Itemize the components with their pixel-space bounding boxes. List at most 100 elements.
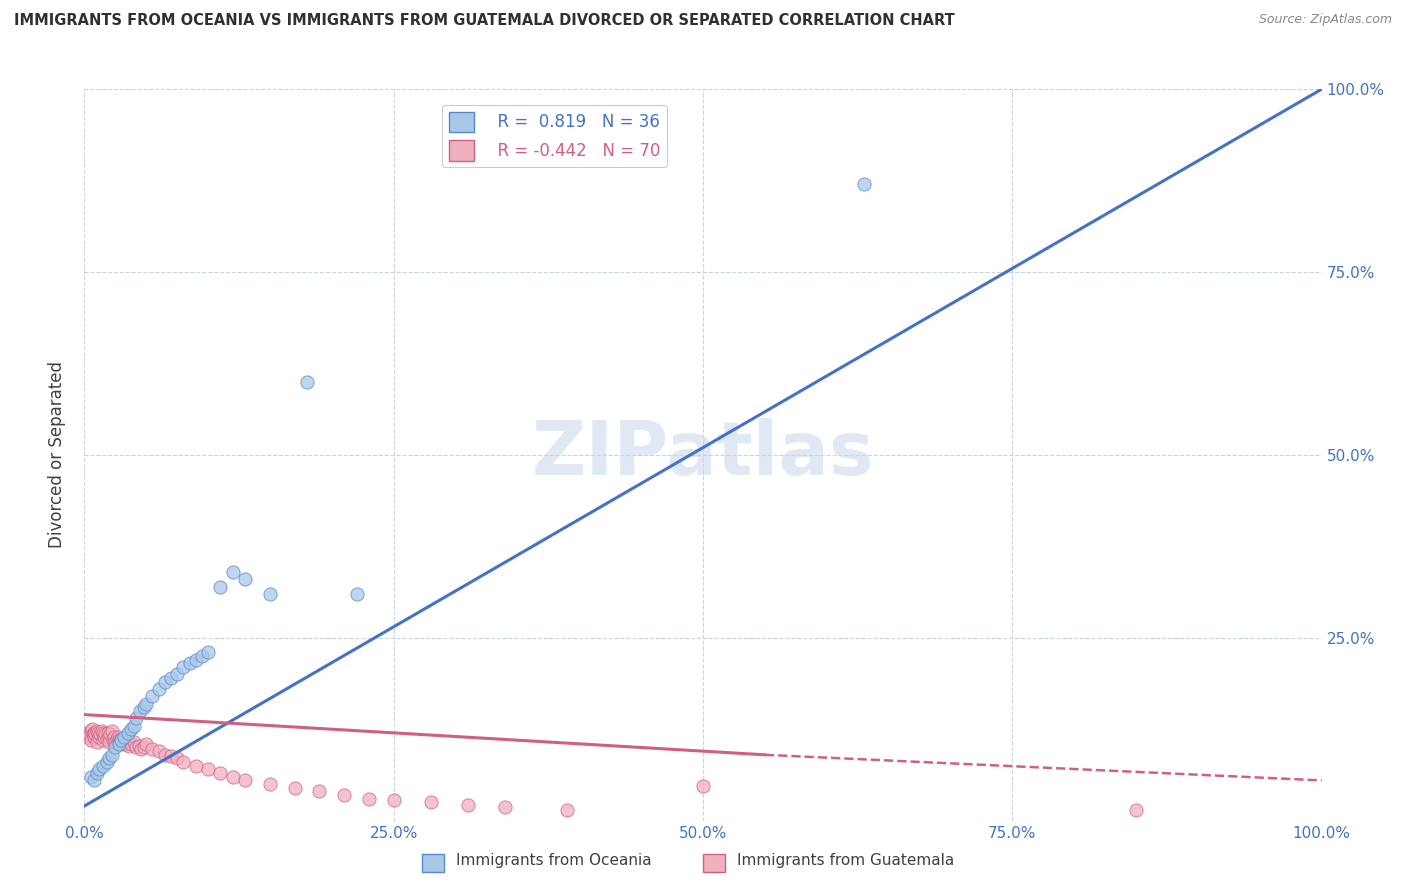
Point — [132, 740, 155, 755]
Point — [197, 763, 219, 777]
Point — [114, 733, 136, 747]
Text: Immigrants from Oceania: Immigrants from Oceania — [456, 853, 651, 868]
Point — [82, 727, 104, 741]
Text: IMMIGRANTS FROM OCEANIA VS IMMIGRANTS FROM GUATEMALA DIVORCED OR SEPARATED CORRE: IMMIGRANTS FROM OCEANIA VS IMMIGRANTS FR… — [14, 13, 955, 29]
Point — [91, 758, 114, 772]
Point — [91, 733, 114, 747]
Point — [284, 780, 307, 795]
Point — [104, 734, 127, 748]
Point — [197, 645, 219, 659]
Point — [457, 797, 479, 812]
Point — [93, 730, 115, 744]
Y-axis label: Divorced or Separated: Divorced or Separated — [48, 361, 66, 549]
Point — [77, 730, 100, 744]
Point — [141, 690, 163, 704]
Point — [141, 742, 163, 756]
Point — [98, 734, 121, 748]
Point — [83, 773, 105, 788]
Point — [382, 793, 405, 807]
Point — [132, 700, 155, 714]
Point — [122, 718, 145, 732]
Point — [125, 740, 148, 755]
Point — [120, 737, 142, 751]
Point — [103, 730, 125, 744]
Text: Source: ZipAtlas.com: Source: ZipAtlas.com — [1258, 13, 1392, 27]
Point — [692, 779, 714, 793]
Point — [86, 766, 108, 780]
Point — [129, 742, 152, 756]
Point — [90, 724, 112, 739]
Point — [115, 737, 138, 751]
Point — [172, 660, 194, 674]
Point — [160, 749, 183, 764]
Point — [100, 747, 122, 762]
Point — [84, 727, 107, 741]
Point — [87, 726, 110, 740]
Point — [209, 766, 232, 780]
Point — [100, 724, 122, 739]
Point — [191, 649, 214, 664]
Point — [86, 724, 108, 739]
Point — [308, 784, 330, 798]
Point — [179, 657, 201, 671]
Point — [89, 730, 111, 744]
Point — [166, 667, 188, 681]
Point — [107, 730, 129, 744]
Point — [79, 727, 101, 741]
Legend:   R =  0.819   N = 36,   R = -0.442   N = 70: R = 0.819 N = 36, R = -0.442 N = 70 — [441, 105, 666, 167]
Point — [233, 572, 256, 586]
Point — [112, 730, 135, 744]
Point — [89, 763, 111, 777]
Point — [153, 747, 176, 762]
Point — [117, 734, 139, 748]
Point — [79, 733, 101, 747]
Point — [112, 734, 135, 748]
Point — [80, 723, 103, 737]
Point — [259, 587, 281, 601]
Text: Immigrants from Guatemala: Immigrants from Guatemala — [737, 853, 955, 868]
Point — [110, 733, 132, 747]
Point — [419, 796, 441, 810]
Point — [111, 737, 134, 751]
Point — [104, 740, 127, 755]
Point — [333, 788, 356, 802]
Point — [129, 704, 152, 718]
Point — [120, 723, 142, 737]
Point — [86, 734, 108, 748]
Point — [160, 671, 183, 685]
Point — [1125, 803, 1147, 817]
Point — [148, 744, 170, 758]
Point — [91, 726, 114, 740]
Point — [96, 731, 118, 746]
Point — [494, 800, 516, 814]
Point — [233, 773, 256, 788]
Point — [83, 726, 105, 740]
Point — [222, 565, 245, 579]
Point — [555, 803, 578, 817]
Point — [89, 727, 111, 741]
Point — [108, 737, 131, 751]
Point — [118, 739, 141, 753]
Point — [122, 734, 145, 748]
Point — [153, 674, 176, 689]
Point — [94, 727, 117, 741]
Point — [98, 751, 121, 765]
Point — [135, 697, 157, 711]
Point — [108, 733, 131, 747]
Point — [79, 724, 101, 739]
Point — [97, 726, 120, 740]
Point — [128, 739, 150, 753]
Point — [79, 770, 101, 784]
Point — [76, 726, 98, 740]
Point — [101, 733, 124, 747]
Point — [135, 737, 157, 751]
Point — [98, 727, 121, 741]
Point — [98, 730, 121, 744]
Point — [96, 755, 118, 769]
Point — [105, 731, 128, 746]
Point — [209, 580, 232, 594]
Point — [117, 726, 139, 740]
Point — [166, 751, 188, 765]
Point — [148, 681, 170, 696]
Point — [83, 730, 105, 744]
